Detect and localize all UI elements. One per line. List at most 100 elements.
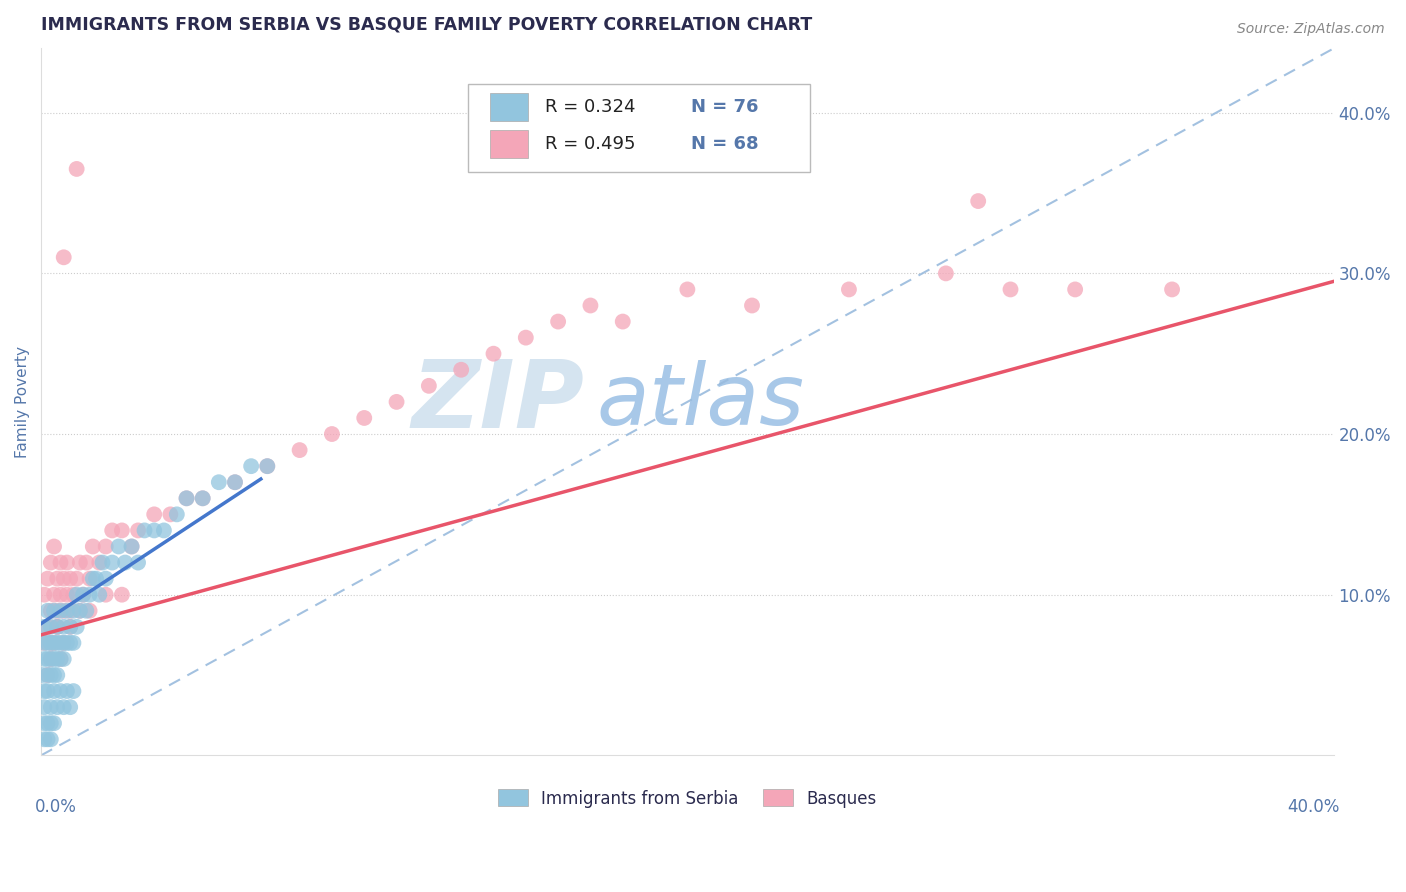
Point [37, 604, 59, 618]
Point [39, 636, 62, 650]
Point [46, 604, 69, 618]
Point [46, 572, 69, 586]
Point [37, 652, 59, 666]
Point [127, 556, 149, 570]
Point [46, 620, 69, 634]
Point [59, 700, 82, 714]
Point [39, 652, 62, 666]
Point [42, 588, 65, 602]
Point [159, 508, 181, 522]
Text: Source: ZipAtlas.com: Source: ZipAtlas.com [1237, 22, 1385, 37]
Text: atlas: atlas [598, 360, 804, 443]
Bar [489, 129, 529, 158]
Point [37, 572, 59, 586]
Point [42, 684, 65, 698]
Point [111, 524, 134, 538]
Point [34, 732, 56, 747]
Point [52, 636, 75, 650]
Point [42, 652, 65, 666]
Point [62, 588, 84, 602]
Point [72, 588, 94, 602]
Text: N = 76: N = 76 [692, 98, 759, 116]
Point [46, 652, 69, 666]
Text: IMMIGRANTS FROM SERBIA VS BASQUE FAMILY POVERTY CORRELATION CHART: IMMIGRANTS FROM SERBIA VS BASQUE FAMILY … [41, 15, 813, 33]
Point [94, 540, 117, 554]
Text: R = 0.495: R = 0.495 [546, 135, 636, 153]
Point [49, 684, 72, 698]
Point [46, 700, 69, 714]
Point [39, 556, 62, 570]
Point [450, 363, 472, 377]
Point [482, 347, 505, 361]
Point [34, 684, 56, 698]
Point [1064, 282, 1087, 296]
Point [153, 524, 176, 538]
Point [37, 620, 59, 634]
Point [79, 572, 101, 586]
Point [52, 572, 75, 586]
Point [741, 298, 763, 312]
Point [321, 427, 343, 442]
Point [72, 588, 94, 602]
Point [31, 668, 53, 682]
Point [56, 684, 79, 698]
Point [49, 556, 72, 570]
Bar [489, 93, 529, 121]
Point [166, 508, 188, 522]
Point [46, 668, 69, 682]
Point [34, 716, 56, 731]
Point [59, 572, 82, 586]
Point [515, 331, 537, 345]
Point [62, 636, 84, 650]
Point [42, 636, 65, 650]
Point [224, 475, 246, 490]
Point [121, 540, 143, 554]
Point [75, 556, 97, 570]
Point [66, 588, 89, 602]
Point [82, 540, 104, 554]
Point [39, 620, 62, 634]
Point [39, 716, 62, 731]
Point [676, 282, 699, 296]
Point [49, 652, 72, 666]
Point [69, 556, 91, 570]
Point [56, 588, 79, 602]
Point [39, 668, 62, 682]
Point [39, 700, 62, 714]
Point [69, 604, 91, 618]
Point [52, 604, 75, 618]
Point [256, 459, 278, 474]
Point [94, 572, 117, 586]
Text: 40.0%: 40.0% [1288, 797, 1340, 816]
Point [59, 604, 82, 618]
Point [176, 491, 198, 506]
Point [191, 491, 214, 506]
Point [39, 604, 62, 618]
Point [34, 652, 56, 666]
Point [49, 588, 72, 602]
Point [121, 540, 143, 554]
Point [82, 572, 104, 586]
Point [46, 620, 69, 634]
Point [34, 588, 56, 602]
Point [52, 652, 75, 666]
Point [547, 315, 569, 329]
Point [75, 604, 97, 618]
Point [114, 556, 136, 570]
Point [37, 716, 59, 731]
Point [176, 491, 198, 506]
Point [46, 620, 69, 634]
Text: ZIP: ZIP [411, 356, 583, 448]
Point [49, 636, 72, 650]
Point [94, 588, 117, 602]
Point [49, 652, 72, 666]
Point [143, 524, 166, 538]
Point [107, 540, 129, 554]
Point [66, 620, 89, 634]
Point [52, 250, 75, 264]
Point [34, 636, 56, 650]
Point [143, 508, 166, 522]
Point [89, 588, 111, 602]
Point [838, 282, 860, 296]
Point [935, 266, 957, 280]
